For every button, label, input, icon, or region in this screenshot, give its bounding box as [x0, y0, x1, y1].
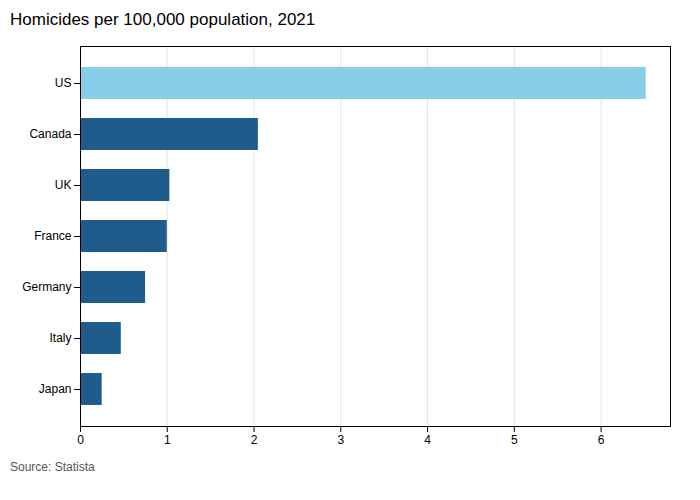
svg-text:6: 6 — [598, 433, 605, 447]
html-text:Source: Statista: Source: Statista — [10, 460, 95, 474]
svg-text:UK: UK — [55, 178, 72, 192]
html-text:Homicides per 100,000 populati: Homicides per 100,000 population, 2021 — [10, 10, 316, 29]
svg-text:Japan: Japan — [39, 382, 72, 396]
svg-text:Canada: Canada — [29, 127, 71, 141]
svg-text:2: 2 — [251, 433, 258, 447]
svg-text:5: 5 — [511, 433, 518, 447]
svg-text:US: US — [55, 76, 72, 90]
svg-text:France: France — [34, 229, 72, 243]
svg-text:4: 4 — [424, 433, 431, 447]
svg-text:1: 1 — [164, 433, 171, 447]
svg-text:Italy: Italy — [49, 331, 71, 345]
svg-text:0: 0 — [77, 433, 84, 447]
svg-text:Germany: Germany — [22, 280, 71, 294]
svg-text:3: 3 — [337, 433, 344, 447]
